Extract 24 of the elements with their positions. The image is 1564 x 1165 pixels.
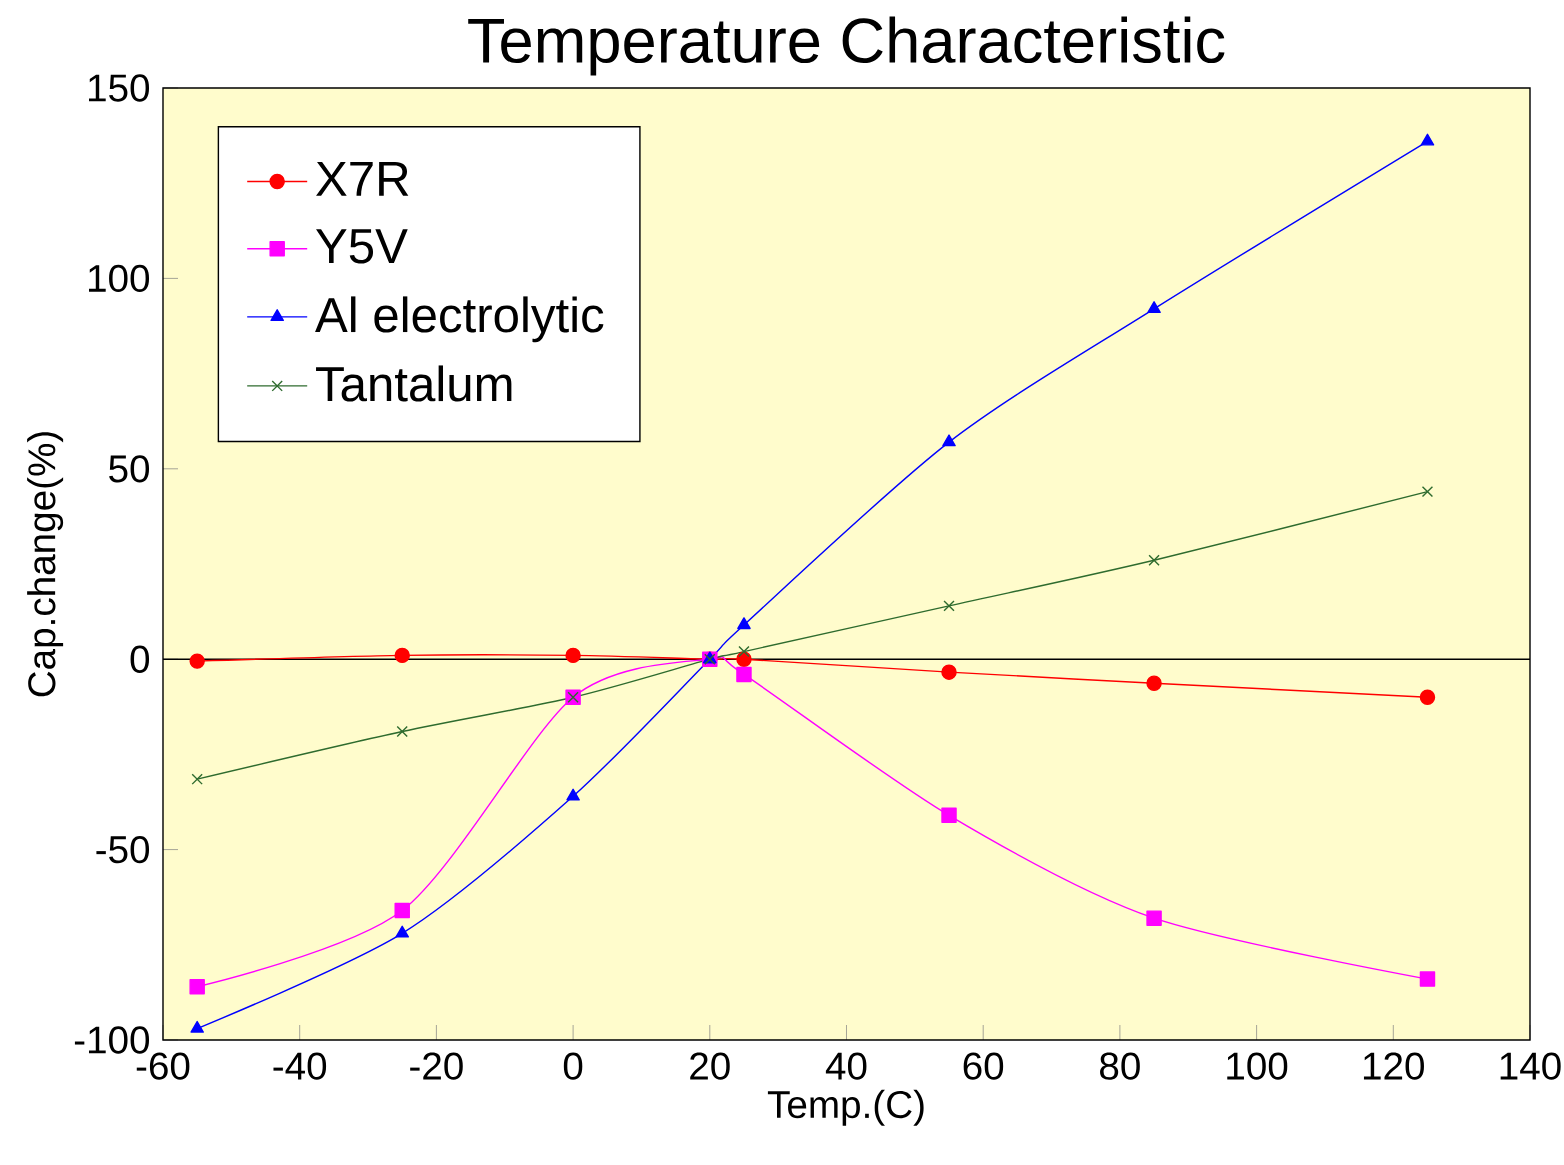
y-tick-label: -50 — [96, 835, 150, 864]
legend-label: Al electrolytic — [315, 296, 604, 343]
y-tick-label: 0 — [130, 645, 150, 673]
x-tick-label: 80 — [1100, 1052, 1140, 1080]
x-tick-label: 20 — [690, 1052, 730, 1080]
y-tick-label: 50 — [109, 455, 150, 483]
x-tick-label: 60 — [963, 1052, 1004, 1080]
y-tick-label: 100 — [89, 264, 150, 293]
x-axis-title: Temp.(C) — [767, 1089, 924, 1126]
y-tick-label: 150 — [89, 74, 150, 102]
x-tick-label: -40 — [273, 1052, 327, 1080]
y-axis-title: Cap.change(%) — [27, 432, 64, 697]
x-tick-label: 0 — [563, 1052, 583, 1080]
legend-label: X7R — [316, 161, 409, 196]
x-tick-label: -60 — [136, 1052, 190, 1080]
legend-label: Tantalum — [316, 365, 512, 402]
x-tick-label: 40 — [825, 1052, 867, 1080]
legend-label: Y5V — [316, 229, 408, 264]
x-tick-label: 120 — [1363, 1052, 1424, 1080]
x-tick-label: -20 — [410, 1052, 463, 1080]
chart-title: Temperature Characteristic — [468, 16, 1225, 76]
x-tick-label: 100 — [1227, 1052, 1288, 1080]
x-tick-label: 140 — [1500, 1052, 1561, 1080]
y-tick-label: -100 — [74, 1026, 150, 1054]
